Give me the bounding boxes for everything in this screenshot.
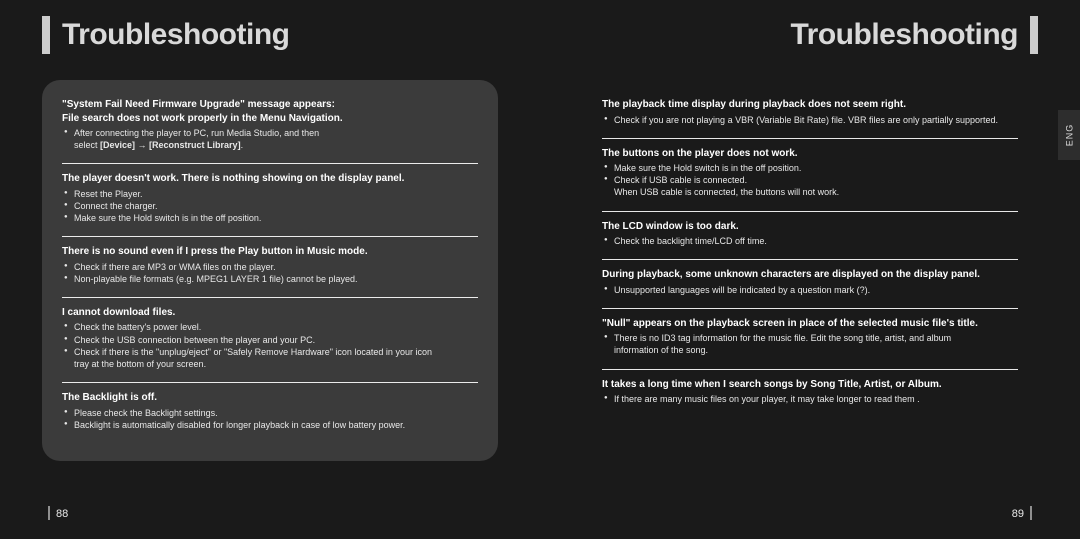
page-number-right: 89 bbox=[1012, 507, 1038, 521]
header-bar-right: Troubleshooting bbox=[540, 15, 1080, 55]
section-title: "System Fail Need Firmware Upgrade" mess… bbox=[62, 98, 478, 125]
bullet-list: Please check the Backlight settings. Bac… bbox=[62, 407, 478, 431]
header-stripe-right bbox=[1030, 16, 1038, 54]
bullet-list: There is no ID3 tag information for the … bbox=[602, 332, 1018, 356]
divider bbox=[602, 259, 1018, 260]
bullet-item: Connect the charger. bbox=[62, 200, 478, 212]
bullet-item: Check the battery's power level. bbox=[62, 321, 478, 333]
page-left: Troubleshooting "System Fail Need Firmwa… bbox=[0, 0, 540, 539]
bullet-list: Unsupported languages will be indicated … bbox=[602, 284, 1018, 296]
divider bbox=[602, 211, 1018, 212]
page-title-right: Troubleshooting bbox=[791, 18, 1018, 52]
section-title: The Backlight is off. bbox=[62, 391, 478, 405]
bullet-item: Backlight is automatically disabled for … bbox=[62, 419, 478, 431]
bullet-list: Check if you are not playing a VBR (Vari… bbox=[602, 114, 1018, 126]
section-title: It takes a long time when I search songs… bbox=[602, 378, 1018, 392]
divider bbox=[62, 297, 478, 298]
language-tab: ENG bbox=[1058, 110, 1080, 160]
section: During playback, some unknown characters… bbox=[602, 268, 1018, 296]
section: There is no sound even if I press the Pl… bbox=[62, 245, 478, 285]
section-title: There is no sound even if I press the Pl… bbox=[62, 245, 478, 259]
bullet-item: After connecting the player to PC, run M… bbox=[62, 127, 478, 151]
divider bbox=[62, 236, 478, 237]
bullet-item: If there are many music files on your pl… bbox=[602, 393, 1018, 405]
section: The LCD window is too dark. Check the ba… bbox=[602, 220, 1018, 248]
page-number-left: 88 bbox=[42, 507, 68, 521]
bullet-list: Make sure the Hold switch is in the off … bbox=[602, 162, 1018, 198]
section: The player doesn't work. There is nothin… bbox=[62, 172, 478, 224]
bullet-item: Check the backlight time/LCD off time. bbox=[602, 235, 1018, 247]
content-area-right: The playback time display during playbac… bbox=[582, 80, 1038, 440]
bullet-item: Unsupported languages will be indicated … bbox=[602, 284, 1018, 296]
bullet-list: Check if there are MP3 or WMA files on t… bbox=[62, 261, 478, 285]
section: The playback time display during playbac… bbox=[602, 98, 1018, 126]
section-title: I cannot download files. bbox=[62, 306, 478, 320]
section: The Backlight is off. Please check the B… bbox=[62, 391, 478, 431]
bullet-list: Check the backlight time/LCD off time. bbox=[602, 235, 1018, 247]
bullet-item: Non-playable file formats (e.g. MPEG1 LA… bbox=[62, 273, 478, 285]
section-title: The buttons on the player does not work. bbox=[602, 147, 1018, 161]
page-number-text: 88 bbox=[56, 508, 68, 520]
bullet-item: Please check the Backlight settings. bbox=[62, 407, 478, 419]
divider bbox=[602, 308, 1018, 309]
section-title: "Null" appears on the playback screen in… bbox=[602, 317, 1018, 331]
header-stripe-left bbox=[42, 16, 50, 54]
divider bbox=[602, 138, 1018, 139]
language-tab-text: ENG bbox=[1064, 124, 1074, 147]
section: The buttons on the player does not work.… bbox=[602, 147, 1018, 199]
content-card-left: "System Fail Need Firmware Upgrade" mess… bbox=[42, 80, 498, 461]
bullet-item: Check if there are MP3 or WMA files on t… bbox=[62, 261, 478, 273]
page-spread: Troubleshooting "System Fail Need Firmwa… bbox=[0, 0, 1080, 539]
section-title: The player doesn't work. There is nothin… bbox=[62, 172, 478, 186]
page-number-bar bbox=[48, 506, 50, 520]
section-title: During playback, some unknown characters… bbox=[602, 268, 1018, 282]
bullet-item: Check if there is the "unplug/eject" or … bbox=[62, 346, 478, 370]
divider bbox=[62, 163, 478, 164]
bullet-item: Check if you are not playing a VBR (Vari… bbox=[602, 114, 1018, 126]
bullet-list: If there are many music files on your pl… bbox=[602, 393, 1018, 405]
bullet-list: Check the battery's power level. Check t… bbox=[62, 321, 478, 370]
section: It takes a long time when I search songs… bbox=[602, 378, 1018, 406]
page-number-text: 89 bbox=[1012, 508, 1024, 520]
section: "System Fail Need Firmware Upgrade" mess… bbox=[62, 98, 478, 151]
bullet-item: Check if USB cable is connected.When USB… bbox=[602, 174, 1018, 198]
bullet-item: Check the USB connection between the pla… bbox=[62, 334, 478, 346]
bullet-item: Make sure the Hold switch is in the off … bbox=[602, 162, 1018, 174]
bullet-item: Reset the Player. bbox=[62, 188, 478, 200]
section-title: The LCD window is too dark. bbox=[602, 220, 1018, 234]
bullet-list: After connecting the player to PC, run M… bbox=[62, 127, 478, 151]
section: "Null" appears on the playback screen in… bbox=[602, 317, 1018, 357]
divider bbox=[62, 382, 478, 383]
bullet-item: Make sure the Hold switch is in the off … bbox=[62, 212, 478, 224]
page-number-bar bbox=[1030, 506, 1032, 520]
divider bbox=[602, 369, 1018, 370]
bullet-list: Reset the Player. Connect the charger. M… bbox=[62, 188, 478, 224]
section: I cannot download files. Check the batte… bbox=[62, 306, 478, 370]
section-title-text: "System Fail Need Firmware Upgrade" mess… bbox=[62, 99, 343, 124]
section-title: The playback time display during playbac… bbox=[602, 98, 1018, 112]
page-title-left: Troubleshooting bbox=[62, 18, 289, 52]
bullet-item: There is no ID3 tag information for the … bbox=[602, 332, 1018, 356]
header-bar-left: Troubleshooting bbox=[0, 15, 540, 55]
page-right: Troubleshooting ENG The playback time di… bbox=[540, 0, 1080, 539]
